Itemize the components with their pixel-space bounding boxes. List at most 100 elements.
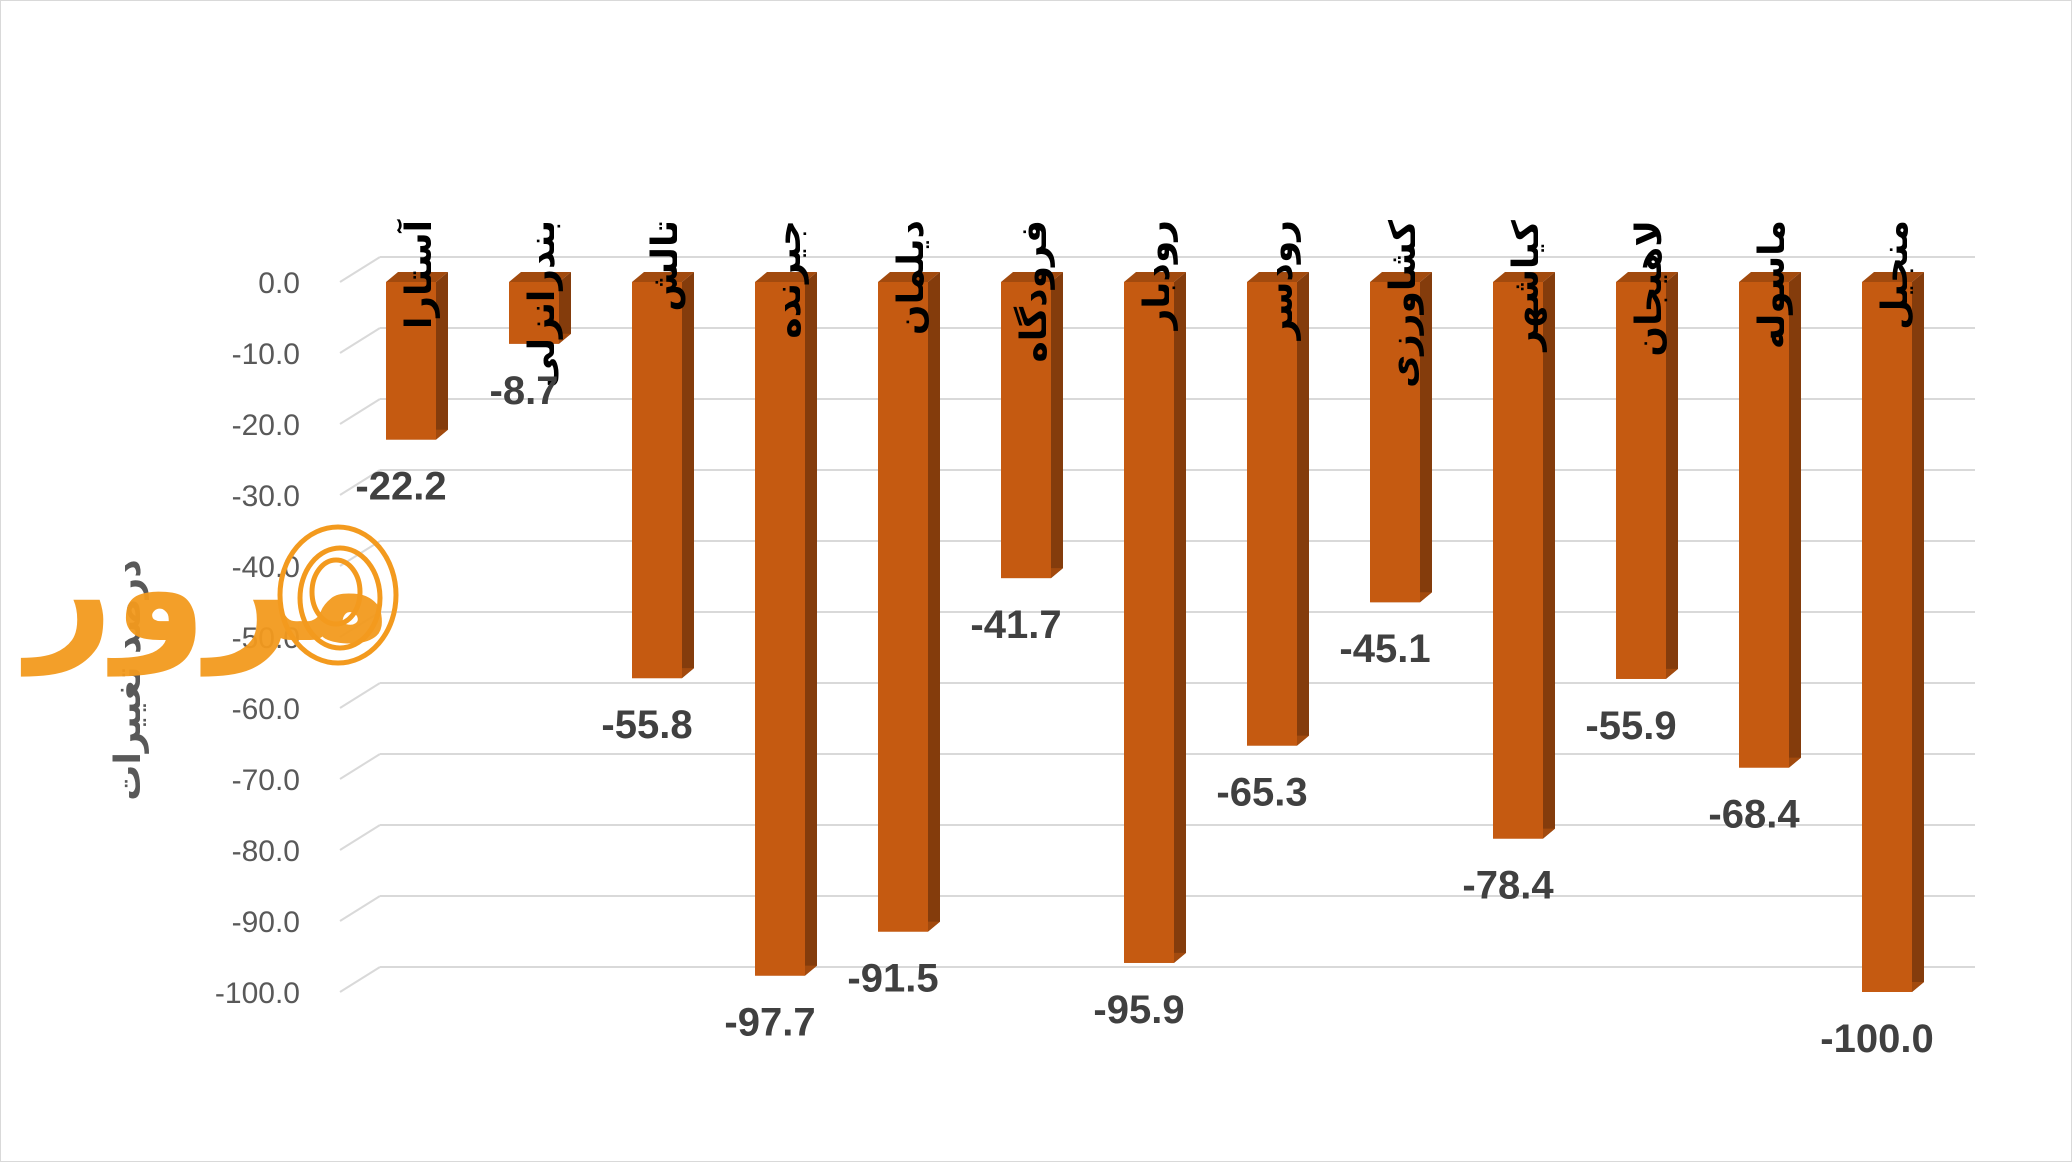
y-tick-label: -30.0 [232,480,300,513]
bar-front [632,282,682,679]
y-tick-label: -20.0 [232,409,300,442]
gridline-depth [339,398,381,425]
bar-front [1493,282,1543,839]
bar-top [1862,272,1924,282]
gridline-depth [339,327,381,354]
bar-side [1543,272,1555,839]
bar-top [1616,272,1678,282]
y-tick-label: -100.0 [215,977,300,1010]
gridline-depth [339,611,381,638]
bar-top [509,272,571,282]
category-label: فرودگاه [1013,220,1055,363]
bar-top [1124,272,1186,282]
data-labels: -22.2 -8.7 -55.8 -97.7 -91.5 -41.7 -95.9 -65.3 -… [355,369,1933,1061]
data-label: -100.0 [1820,1017,1933,1061]
bar-12 [1739,272,1801,768]
bar-side [1297,272,1309,746]
gridline-depth [339,966,381,993]
bar-top [755,272,817,282]
data-label: -45.1 [1339,627,1430,671]
data-label: -95.9 [1093,988,1184,1032]
data-label: -65.3 [1216,771,1307,815]
bar-top [1493,272,1555,282]
bar-front [1616,282,1666,679]
bar-top [1001,272,1063,282]
bar-front [386,282,436,440]
bar-4 [755,272,817,976]
y-tick-label: -70.0 [232,764,300,797]
category-label: لاهیجان [1629,220,1670,357]
category-label: منجیل [1875,220,1916,330]
category-label: تالش [645,220,686,311]
bar-2 [509,272,571,344]
data-label: -41.7 [970,603,1061,647]
gridline-depth [339,895,381,922]
y-tick-label: -10.0 [232,338,300,371]
category-label: آستارا [396,218,440,329]
bar-side [1051,272,1063,579]
data-label: -78.4 [1462,864,1554,908]
y-axis-ticks: 0.0-10.0-20.0-30.0-40.0-50.0-60.0-70.0-8… [215,267,300,1010]
category-labels: آستارا بندرانزلی تالش جیرنده دیلمان فرودگاه رو… [396,218,1916,388]
gridline-depth [339,256,381,283]
bars [386,272,1924,992]
data-label: -22.2 [355,465,446,509]
bar-front [1001,282,1051,579]
category-label: رودسر [1260,220,1301,341]
y-tick-label: -80.0 [232,835,300,868]
bar-front [1247,282,1297,746]
bar-5 [878,272,940,932]
bar-10 [1493,272,1555,839]
gridline-depth [339,469,381,496]
bar-side [1912,272,1924,992]
bar-9 [1370,272,1432,603]
bar-7 [1124,272,1186,963]
bar-top [1739,272,1801,282]
y-tick-label: -60.0 [232,693,300,726]
bar-front [755,282,805,976]
y-tick-label: -90.0 [232,906,300,939]
category-label: دیلمان [891,220,932,335]
data-label: -55.8 [601,703,692,747]
data-label: -91.5 [847,957,938,1001]
bar-front [509,282,559,344]
bar-top [1370,272,1432,282]
bar-side [928,272,940,932]
bar-3 [632,272,694,679]
bar-front [1739,282,1789,768]
bar-top [878,272,940,282]
bar-side [436,272,448,440]
data-label: -55.9 [1585,704,1676,748]
category-label: جیرنده [768,220,809,339]
bar-front [1862,282,1912,992]
data-label: -97.7 [724,1001,815,1045]
data-label: -8.7 [490,369,559,413]
bar-side [1420,272,1432,603]
category-label: کیاشهر [1506,220,1547,353]
bar-side [1789,272,1801,768]
bar-6 [1001,272,1063,579]
category-label: کشاورزی [1383,220,1424,388]
bar-side [682,272,694,679]
y-tick-label: 0.0 [258,267,300,300]
bar-top [386,272,448,282]
bar-top [1247,272,1309,282]
bar-side [559,272,571,344]
category-label: ماسوله [1752,220,1793,349]
bar-top [632,272,694,282]
bar-side [1666,272,1678,679]
category-label: رودبار [1137,220,1178,331]
watermark-swirl-icon [277,524,399,666]
y-axis-label: درصد تغییرات [108,559,149,800]
bar-front [878,282,928,932]
bar-13 [1862,272,1924,992]
bar-front [1370,282,1420,603]
data-label: -68.4 [1708,793,1800,837]
bar-11 [1616,272,1678,679]
gridline-depth [339,824,381,851]
bar-side [805,272,817,976]
gridline-depth [339,753,381,780]
gridline-depth [339,682,381,709]
bar-side [1174,272,1186,963]
